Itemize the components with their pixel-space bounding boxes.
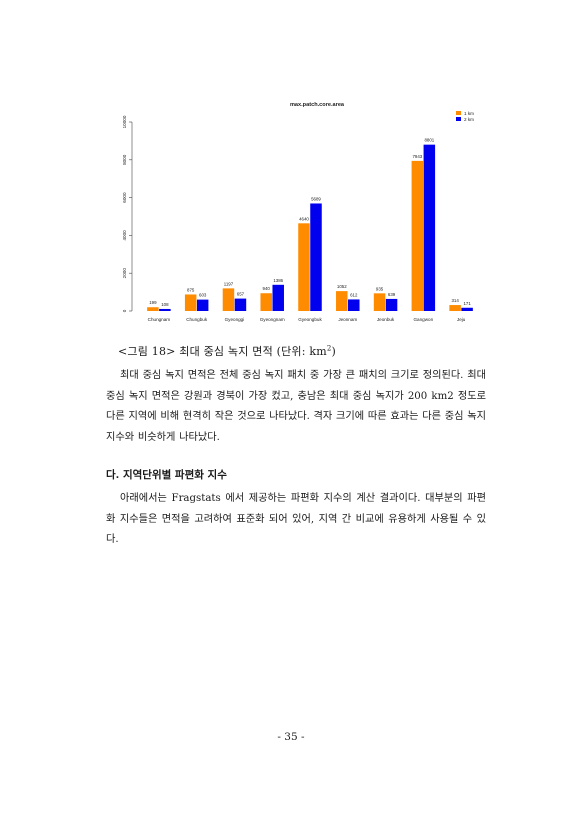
bar (348, 299, 360, 311)
x-tick-label: Jeonnam (338, 317, 357, 322)
figure-caption-closing: ) (331, 345, 336, 358)
bar (196, 299, 209, 311)
bar-value-label: 612 (350, 292, 358, 297)
chart-legend: 1 km2 km (456, 111, 474, 122)
body-paragraph-2-text: 아래에서는 Fragstats 에서 제공하는 파편화 지수의 계산 결과이다.… (106, 493, 486, 545)
figure-caption: <그림 18> 최대 중심 녹지 면적 (단위: km2) (118, 343, 336, 359)
bar-value-label: 1386 (273, 278, 283, 283)
body-paragraph-2: 아래에서는 Fragstats 에서 제공하는 파편화 지수의 계산 결과이다.… (106, 489, 486, 551)
bar (461, 307, 473, 311)
bar (222, 288, 235, 311)
body-paragraph-1-text: 최대 중심 녹지 면적은 전체 중심 녹지 패치 중 가장 큰 패치의 크기로 … (106, 370, 486, 443)
bar (184, 294, 197, 311)
x-tick-label: Gyeonggi (225, 317, 245, 322)
y-tick-label: 10000 (122, 115, 127, 128)
bar-value-label: 314 (451, 298, 459, 303)
legend-swatch (456, 111, 461, 115)
page-number: - 35 - (277, 731, 305, 743)
x-tick-label: Jeonbuk (377, 317, 395, 322)
x-tick-label: Jeju (457, 317, 466, 322)
legend-label: 2 km (464, 117, 474, 122)
section-heading: 다. 지역단위별 파편화 지수 (106, 469, 227, 481)
x-tick-label: Gangwon (413, 317, 433, 322)
bar (411, 160, 424, 311)
bar (373, 293, 386, 311)
bar-value-label: 4640 (299, 216, 309, 221)
bar (310, 203, 322, 311)
x-tick-label: Gyeongbuk (298, 317, 322, 322)
bar (159, 308, 171, 311)
bar (260, 293, 272, 311)
bar-value-label: 940 (263, 286, 271, 291)
bar (147, 307, 159, 311)
y-tick-label: 6000 (122, 192, 127, 203)
bar-value-label: 199 (149, 300, 157, 305)
x-tick-label: Chungnam (148, 317, 171, 322)
bar (272, 284, 284, 311)
bar-value-label: 1197 (224, 281, 234, 286)
x-axis-labels: Chungnam Chungbuk Gyeonggi Gyeongnam Gyeongb… (148, 317, 466, 322)
bar-value-label: 7943 (412, 154, 422, 159)
figure-caption-text: <그림 18> 최대 중심 녹지 면적 (단위: km (118, 345, 327, 358)
bar-value-label: 1052 (337, 284, 347, 289)
bar-chart: max.patch.core.area 0 2000 4000 6000 8000 100… (122, 102, 474, 322)
bar-value-label: 935 (376, 286, 384, 291)
bar-value-label: 875 (187, 287, 195, 292)
y-tick-label: 4000 (122, 230, 127, 241)
bar-value-label: 108 (161, 302, 169, 307)
legend-label: 1 km (464, 111, 474, 116)
bar (449, 305, 461, 311)
bar (234, 298, 247, 311)
x-tick-label: Chungbuk (186, 317, 208, 322)
bar (385, 298, 398, 311)
bar-value-label: 171 (463, 301, 471, 306)
legend-swatch (456, 117, 461, 121)
y-tick-label: 8000 (122, 154, 127, 165)
bar-value-label: 603 (199, 293, 207, 298)
bar-value-label: 8801 (424, 138, 434, 143)
bar (336, 291, 348, 311)
bar-value-label: 5689 (311, 196, 321, 201)
chart-title: max.patch.core.area (290, 102, 345, 108)
bar (423, 144, 436, 311)
y-tick-label: 0 (122, 309, 127, 312)
bar-value-label: 657 (237, 292, 245, 297)
y-tick-label: 2000 (122, 268, 127, 279)
y-axis: 0 2000 4000 6000 8000 10000 (122, 115, 133, 312)
body-paragraph-1: 최대 중심 녹지 면적은 전체 중심 녹지 패치 중 가장 큰 패치의 크기로 … (106, 366, 486, 448)
bar-value-label: 639 (388, 292, 396, 297)
bar (298, 223, 310, 311)
x-tick-label: Gyeongnam (260, 317, 285, 322)
figure-caption-superscript: 2 (326, 344, 332, 353)
